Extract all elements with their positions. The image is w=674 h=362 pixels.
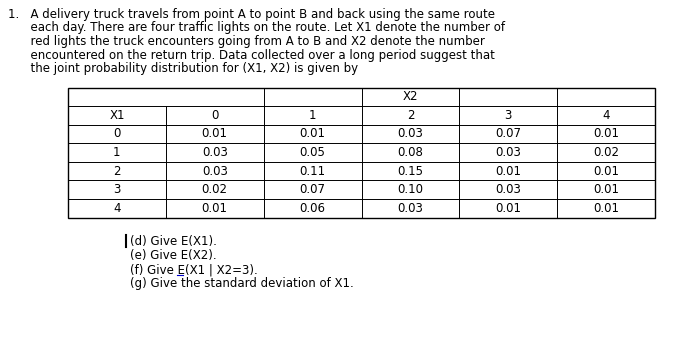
Text: 0.01: 0.01	[593, 202, 619, 215]
Text: 0: 0	[211, 109, 218, 122]
Text: (g) Give the standard deviation of X1.: (g) Give the standard deviation of X1.	[130, 278, 354, 290]
Text: 1: 1	[309, 109, 316, 122]
Text: 0.03: 0.03	[202, 146, 228, 159]
Text: 0.01: 0.01	[202, 202, 228, 215]
Text: (e) Give E(X2).: (e) Give E(X2).	[130, 249, 216, 262]
Bar	[68, 88, 655, 218]
Text: 0.11: 0.11	[299, 165, 326, 178]
Text: 0.03: 0.03	[202, 165, 228, 178]
Text: 3: 3	[113, 183, 121, 196]
Text: 0.01: 0.01	[495, 202, 521, 215]
Text: encountered on the return trip. Data collected over a long period suggest that: encountered on the return trip. Data col…	[8, 49, 495, 62]
Text: red lights the truck encounters going from A to B and X2 denote the number: red lights the truck encounters going fr…	[8, 35, 485, 48]
Text: 0.03: 0.03	[398, 202, 423, 215]
Text: 0.01: 0.01	[299, 127, 326, 140]
Text: 0.03: 0.03	[398, 127, 423, 140]
Text: 1: 1	[113, 146, 121, 159]
Text: 0.02: 0.02	[593, 146, 619, 159]
Text: 4: 4	[113, 202, 121, 215]
Text: 0.03: 0.03	[495, 183, 521, 196]
Text: 1.   A delivery truck travels from point A to point B and back using the same ro: 1. A delivery truck travels from point A…	[8, 8, 495, 21]
Text: 0.15: 0.15	[398, 165, 423, 178]
Text: 0.01: 0.01	[593, 183, 619, 196]
Text: X2: X2	[402, 90, 418, 103]
Text: 0.05: 0.05	[300, 146, 326, 159]
Text: 0.01: 0.01	[202, 127, 228, 140]
Text: 0.10: 0.10	[398, 183, 423, 196]
Text: 0: 0	[113, 127, 121, 140]
Text: 3: 3	[505, 109, 512, 122]
Text: X1: X1	[109, 109, 125, 122]
Text: 0.07: 0.07	[495, 127, 521, 140]
Text: 0.03: 0.03	[495, 146, 521, 159]
Text: (d) Give E(X1).: (d) Give E(X1).	[130, 236, 217, 248]
Text: 0.01: 0.01	[593, 165, 619, 178]
Text: (f) Give E(X1 | X2=3).: (f) Give E(X1 | X2=3).	[130, 264, 257, 277]
Text: each day. There are four traffic lights on the route. Let X1 denote the number o: each day. There are four traffic lights …	[8, 21, 505, 34]
Text: the joint probability distribution for (X1, X2) is given by: the joint probability distribution for (…	[8, 62, 358, 75]
Text: 0.01: 0.01	[593, 127, 619, 140]
Text: 0.06: 0.06	[299, 202, 326, 215]
Text: 2: 2	[113, 165, 121, 178]
Text: 0.01: 0.01	[495, 165, 521, 178]
Text: 4: 4	[603, 109, 610, 122]
Text: 0.08: 0.08	[398, 146, 423, 159]
Text: 0.07: 0.07	[299, 183, 326, 196]
Text: 2: 2	[406, 109, 414, 122]
Text: 0.02: 0.02	[202, 183, 228, 196]
